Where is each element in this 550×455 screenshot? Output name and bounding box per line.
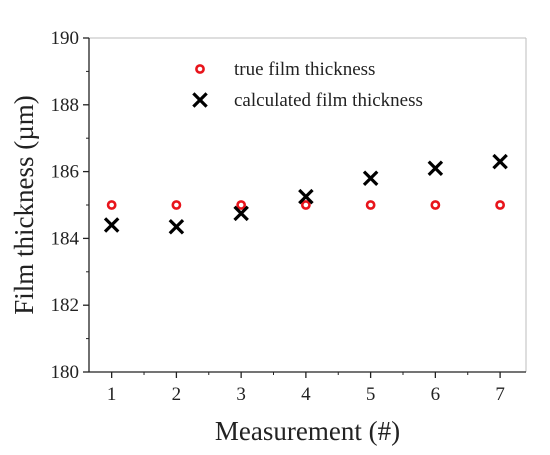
- x-tick-label: 6: [431, 384, 441, 405]
- calculated-thickness-point: [492, 153, 508, 170]
- x-tick-label: 7: [495, 384, 505, 405]
- x-axis-title: Measurement (#): [215, 416, 400, 446]
- legend-label: true film thickness: [234, 59, 375, 80]
- x-tick-label: 1: [107, 384, 117, 405]
- true-thickness-point: [171, 200, 182, 210]
- true-thickness-point: [495, 200, 506, 210]
- data-markers: [103, 153, 508, 235]
- legend-label: calculated film thickness: [234, 90, 423, 111]
- y-tick-label: 180: [51, 362, 80, 383]
- calculated-thickness-point: [103, 217, 120, 233]
- true-thickness-point: [106, 200, 117, 210]
- x-tick-label: 3: [236, 384, 246, 405]
- x-tick-label: 5: [366, 384, 376, 405]
- x-tick-label: 2: [172, 384, 182, 405]
- calculated-thickness-point: [298, 188, 314, 205]
- y-axis-ticks: 180 182 184 186 188 190: [51, 28, 89, 383]
- calculated-thickness-point: [168, 218, 185, 235]
- calculated-thickness-point: [233, 205, 249, 222]
- legend-calculated-marker: [192, 92, 208, 108]
- true-thickness-point: [365, 200, 376, 210]
- y-tick-label: 182: [51, 295, 80, 316]
- y-tick-label: 186: [51, 162, 80, 183]
- legend-true-marker: [195, 64, 205, 74]
- y-tick-label: 184: [51, 228, 80, 249]
- calculated-thickness-point: [362, 170, 379, 187]
- y-axis-title: Film thickness (µm): [9, 95, 39, 315]
- y-tick-label: 188: [51, 95, 80, 116]
- true-thickness-point: [430, 200, 441, 210]
- y-tick-label: 190: [51, 28, 80, 49]
- legend: true film thickness calculated film thick…: [192, 59, 423, 111]
- true-thickness-point: [300, 200, 311, 210]
- true-thickness-point: [236, 200, 247, 210]
- x-tick-label: 4: [301, 384, 311, 405]
- calculated-thickness-point: [427, 160, 444, 177]
- x-axis-ticks: 1 2 3 4 5 6 7: [107, 372, 505, 405]
- plot-frame: [88, 37, 527, 373]
